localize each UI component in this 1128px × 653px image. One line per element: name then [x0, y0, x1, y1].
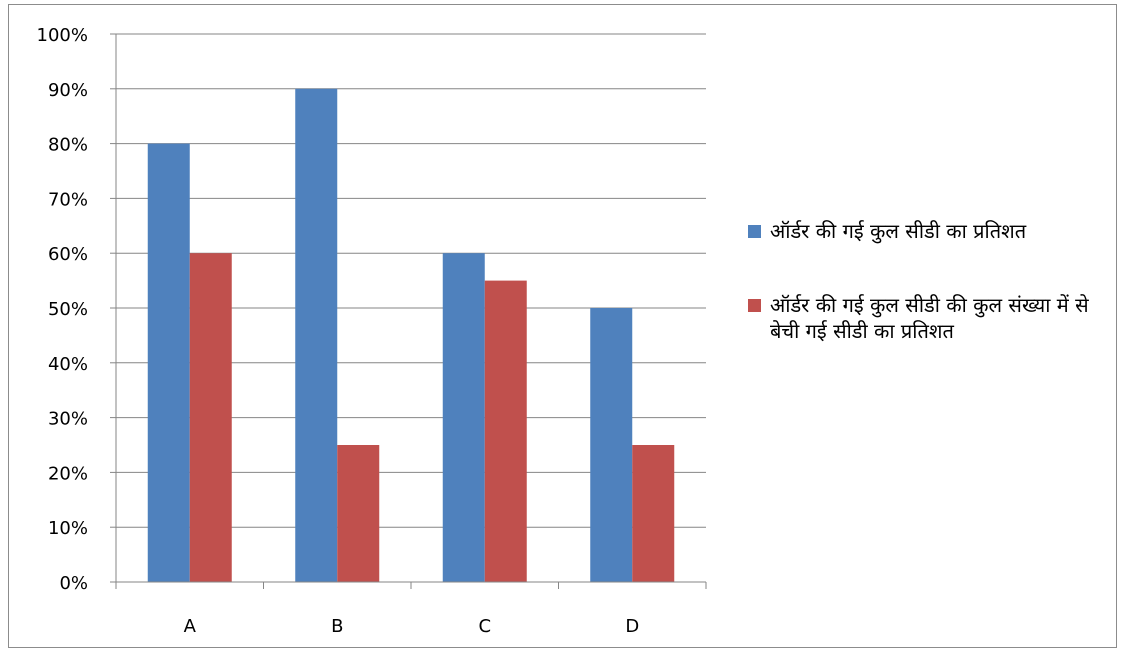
y-tick-label: 100% [37, 25, 88, 46]
legend-label-sold: ऑर्डर की गई कुल सीडी की कुल संख्या में स… [770, 293, 1089, 343]
x-tick-labels: A B C D [184, 616, 640, 637]
bar [632, 445, 675, 582]
bar [484, 280, 527, 582]
y-tick-labels: 0% 10% 20% 30% 40% 50% 60% 70% 80% 90% 100% [37, 25, 88, 594]
legend-item-ordered: ऑर्डर की गई कुल सीडी का प्रतिशत [748, 218, 1098, 244]
legend-label-ordered: ऑर्डर की गई कुल सीडी का प्रतिशत [770, 219, 1027, 243]
legend-item-sold: ऑर्डर की गई कुल सीडी की कुल संख्या में स… [748, 292, 1098, 344]
y-tick-label: 10% [48, 518, 88, 539]
bars [147, 88, 675, 583]
y-tick-label: 50% [48, 299, 88, 320]
bar [189, 253, 232, 582]
y-tick-label: 70% [48, 189, 88, 210]
x-tick-label: B [331, 616, 343, 637]
axes [110, 33, 707, 589]
legend: ऑर्डर की गई कुल सीडी का प्रतिशत ऑर्डर की… [748, 218, 1098, 392]
y-tick-label: 0% [59, 573, 88, 594]
y-tick-label: 60% [48, 244, 88, 265]
bar [337, 445, 380, 582]
bar [442, 253, 485, 582]
bar [590, 308, 633, 582]
x-tick-label: A [184, 616, 197, 637]
x-tick-label: D [625, 616, 639, 637]
y-tick-label: 40% [48, 354, 88, 375]
y-tick-label: 20% [48, 463, 88, 484]
y-tick-label: 80% [48, 135, 88, 156]
y-tick-label: 90% [48, 80, 88, 101]
legend-swatch-sold [748, 299, 761, 312]
legend-swatch-ordered [748, 225, 761, 238]
bar [295, 88, 338, 583]
x-tick-label: C [478, 616, 491, 637]
y-tick-label: 30% [48, 409, 88, 430]
bar [147, 143, 190, 582]
